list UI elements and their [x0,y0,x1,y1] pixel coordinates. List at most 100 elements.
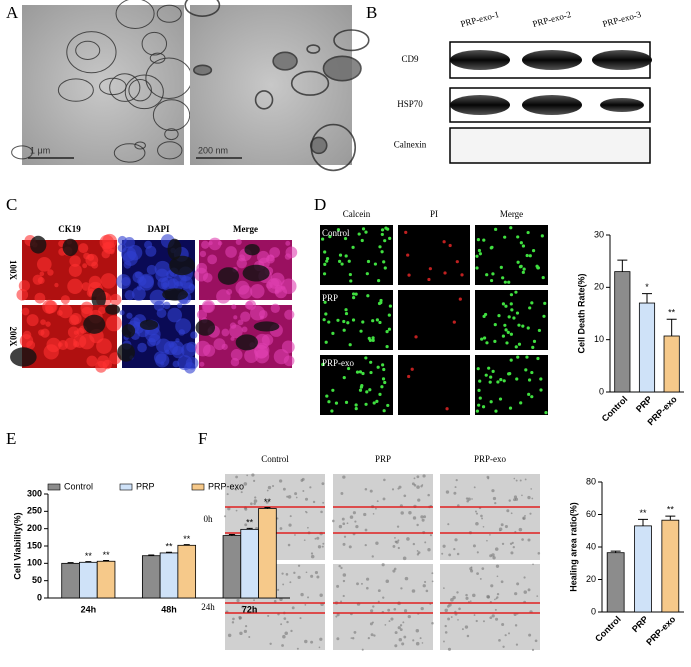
cell [493,323,497,327]
blot-row-label: Calnexin [394,140,427,150]
cell-stain [207,254,218,265]
dark-region [162,288,188,301]
cell [377,279,381,283]
cell [282,583,285,586]
cell [317,545,322,549]
cell-stain [235,280,250,295]
error-bar [246,527,253,530]
cell [354,407,358,411]
cell [407,273,411,277]
cell [304,497,309,501]
cell [476,572,479,575]
cell [388,304,392,308]
cell-stain [229,322,237,329]
bar [222,535,242,599]
cell-stain [195,340,211,357]
blot-band [600,98,644,112]
membrane [113,143,146,163]
cell [443,271,447,275]
cell-stain [162,301,171,310]
legend-swatch [119,483,133,491]
cell-stain [124,290,135,301]
cell [453,491,457,495]
cell [488,380,492,384]
cell [508,406,513,410]
cell [455,260,459,264]
cell [514,290,518,294]
panel-letter: C [6,195,17,214]
error-bar [638,518,648,526]
cell [457,504,460,507]
cell [358,388,363,392]
cell [324,340,328,344]
membrane [157,141,183,160]
cell [385,329,389,334]
cell [365,390,369,394]
cell [358,370,363,374]
cell-stain [208,237,222,251]
cell [496,575,499,578]
membrane [306,44,321,54]
cell [478,396,482,400]
cell [399,628,403,632]
cell-stain [160,361,165,366]
cell [536,266,540,270]
cell [404,576,409,581]
cell [300,592,304,597]
cell [344,254,348,258]
cell [494,547,499,551]
cell [338,524,343,529]
cell [528,254,532,258]
cell [291,606,295,610]
membrane [290,70,330,96]
bar [661,519,680,613]
row-label: PRP-exo [322,358,355,368]
cell-stain [121,277,131,286]
cell [407,614,411,619]
cell-stain [257,250,270,264]
cell [330,409,334,413]
cell-stain [79,333,95,350]
membrane [141,31,168,56]
cell [336,613,340,617]
cell [235,475,238,479]
cell-stain [199,361,205,367]
cell [347,259,351,263]
cell [301,477,305,481]
cell [364,356,368,360]
cell [521,538,524,541]
cell [494,608,497,611]
cell [348,343,352,347]
membrane [134,141,146,150]
cell [400,587,403,590]
cell-stain [254,344,269,359]
membrane [193,64,213,76]
cell [340,566,343,570]
cell [526,230,530,235]
cell [383,266,387,270]
cell [477,248,482,253]
cell [271,484,275,488]
panel-letter: B [366,3,377,22]
cell [284,631,288,636]
cell-stain [68,263,82,277]
cell [336,637,340,641]
error-bar [85,561,92,563]
cell [395,540,399,544]
cell [241,605,245,609]
cell [411,589,416,593]
cell [484,373,488,377]
cell [278,479,283,483]
cell [532,339,537,344]
cell [401,642,405,646]
cell [387,327,392,331]
cell [378,392,382,396]
cell [537,552,541,555]
membrane [322,55,362,82]
cell [502,645,505,648]
cell-stain [201,240,210,249]
x-tick-label: Control [600,394,630,424]
cell [508,372,512,376]
cell [342,475,346,479]
cell [325,259,329,263]
